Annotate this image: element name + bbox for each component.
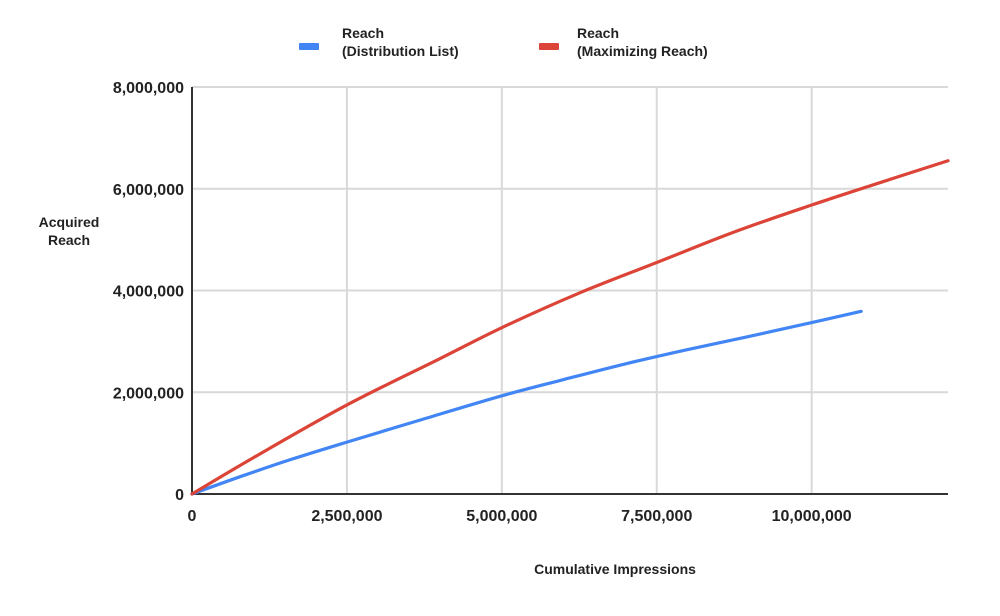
legend-label-2-line-2: (Maximizing Reach) [577, 43, 708, 59]
grid-layer [192, 86, 948, 494]
x-tick-label: 5,000,000 [466, 508, 537, 525]
legend-label-1-line-1: Reach [342, 25, 384, 41]
legend-swatch-2 [539, 43, 559, 50]
x-tick-label: 10,000,000 [772, 508, 852, 525]
axis-layer: 0 2,000,000 4,000,000 6,000,000 8,000,000 0 2,… [113, 80, 948, 525]
y-tick-label: 6,000,000 [113, 182, 184, 199]
y-axis-title-line-2: Reach [48, 232, 90, 248]
y-tick-label: 8,000,000 [113, 80, 184, 97]
x-tick-label: 0 [188, 508, 197, 525]
legend-label-1-line-2: (Distribution List) [342, 43, 459, 59]
legend-label-2-line-1: Reach [577, 25, 619, 41]
x-tick-label: 2,500,000 [311, 508, 382, 525]
legend-swatch-1 [299, 43, 319, 50]
x-axis-title: Cumulative Impressions [534, 561, 696, 577]
y-tick-label: 0 [175, 487, 184, 504]
y-tick-label: 4,000,000 [113, 284, 184, 301]
series-line-1 [190, 309, 863, 496]
legend: Reach (Distribution List) Reach (Maximizing… [299, 25, 708, 59]
x-tick-label: 7,500,000 [621, 508, 692, 525]
series-layer [190, 159, 950, 496]
y-tick-label: 2,000,000 [113, 385, 184, 402]
series-line-2 [190, 159, 950, 496]
y-axis-title-line-1: Acquired [39, 214, 100, 230]
